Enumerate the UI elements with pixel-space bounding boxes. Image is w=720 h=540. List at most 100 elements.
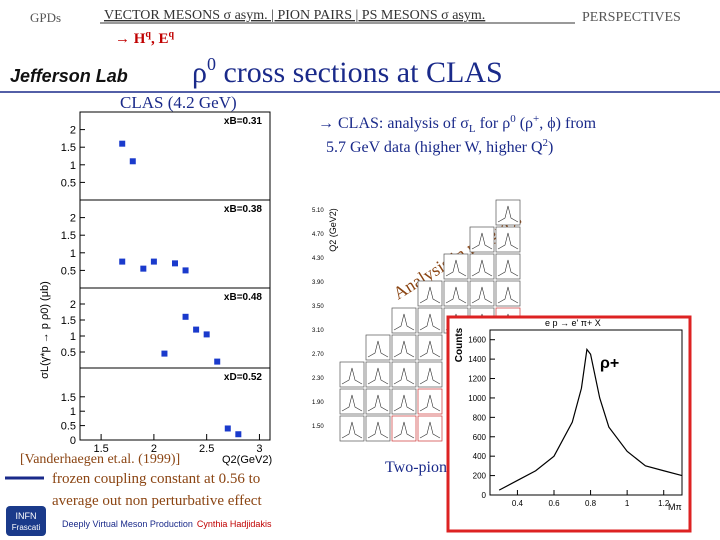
mini-histogram-trace [419,313,441,331]
note-line-2: average out non perturbative effect [52,493,262,509]
y-tick-label: 4.70 [312,232,324,238]
bullet-line-1: → CLAS: analysis of σL for ρ0 (ρ+, ϕ) fr… [318,113,597,135]
y-tick-label: 2 [70,299,76,311]
y-tick-label: 1.5 [61,315,76,327]
y-axis-label: σL(γ*p → p ρ0) (μb) [39,281,51,379]
mini-histogram-trace [393,313,415,331]
bullet-line-2: 5.7 GeV data (higher W, higher Q2) [326,137,553,156]
y-tick-label: 600 [473,433,487,442]
infn-logo-text: INFN [16,511,37,521]
y-tick-label: 0 [482,491,487,500]
y-tick-label: 5.10 [312,208,324,214]
seg: 5.7 GeV data (higher W, higher Q [326,139,543,156]
mini-histogram-trace [471,232,493,250]
sub: L [469,123,476,135]
mini-histogram-trace [471,286,493,304]
mini-histogram-trace [419,340,441,358]
sup: 0 [207,54,216,74]
panel-label: xB=0.48 [224,292,263,303]
y-tick-label: 1.90 [312,400,324,406]
mini-histogram-trace [419,421,441,439]
reference: [Vanderhaegen et.al. (1999)] [20,452,180,467]
inset-y-label: Counts [454,327,465,362]
data-point [161,350,168,357]
x-axis-label: Q2(GeV2) [222,454,272,466]
y-tick-label: 0.5 [61,177,76,189]
y-tick-label: 2.30 [312,376,324,382]
x-tick-label: 2 [151,443,157,455]
seg: , ϕ) from [539,115,596,132]
seg: → CLAS: analysis of σ [318,115,469,132]
y-tick-label: 1.5 [61,230,76,242]
left-plot: σL(γ*p → p ρ0) (μb) Q2(GeV2) xB=0.31 0.5 1… [39,111,272,466]
mini-histogram-trace [497,259,519,277]
left-heading: CLAS (4.2 GeV) [120,93,237,112]
mini-histogram-trace [419,286,441,304]
mini-histogram-trace [367,421,389,439]
x-tick-label: 1.5 [93,443,108,455]
y-axis-label: Q2 (GeV2) [328,208,338,252]
y-tick-label: 1.5 [61,392,76,404]
mini-histogram-trace [497,232,519,250]
infn-logo-text: Frascati [12,523,41,532]
data-point [140,265,147,272]
talk: Deeply Virtual Meson Production [62,519,193,529]
sup: 0 [510,113,516,125]
rho: ρ [192,56,207,89]
mass-spectrum [498,347,683,491]
x-tick-label: 1 [625,499,630,508]
h: H [134,31,146,47]
y-tick-label: 3.90 [312,280,324,286]
y-tick-label: 0 [70,435,76,447]
data-point [214,358,221,365]
data-point [172,260,178,267]
x-tick-label: 3 [256,443,262,455]
x-tick-label: 1.2 [658,499,670,508]
nav-right: PERSPECTIVES [582,10,681,25]
logo: Jefferson Lab [10,66,128,86]
data-point [129,158,136,165]
nav-left: GPDs [30,10,61,25]
sup: q [145,29,151,40]
y-tick-label: 1200 [468,375,486,384]
y-tick-label: 0.5 [61,265,76,277]
data-point [203,331,210,338]
note-line-1: frozen coupling constant at 0.56 to [52,471,260,487]
y-tick-label: 2 [70,125,76,137]
y-tick-label: 1.5 [61,142,76,154]
y-tick-label: 1600 [468,336,486,345]
sup: + [533,113,539,125]
mini-histogram-trace [393,394,415,412]
inset-x-label: Mπ [668,502,682,512]
data-point [224,425,231,432]
mini-histogram-trace [341,421,363,439]
author: Cynthia Hadjidakis [197,519,272,529]
mini-histogram-trace [341,367,363,385]
y-tick-label: 200 [473,472,487,481]
title-rest: cross sections at CLAS [216,56,503,89]
nav-center: VECTOR MESONS σ asym. | PION PAIRS | PS … [104,8,485,23]
data-point [119,140,126,147]
footer-talk: Deeply Virtual Meson Production Cynthia H… [62,519,272,529]
mini-histogram-trace [367,340,389,358]
data-point [182,313,189,320]
mini-histogram-trace [445,286,467,304]
mini-histogram-trace [445,259,467,277]
y-tick-label: 1400 [468,355,486,364]
sup: q [169,29,175,40]
mini-histogram-trace [341,394,363,412]
y-tick-label: 1 [70,406,76,418]
mini-histogram-trace [497,205,519,223]
inset-tag: ρ+ [600,355,619,372]
slide-title: ρ0 cross sections at CLAS [192,54,503,89]
panel-label: xB=0.38 [224,204,263,215]
x-tick-label: 2.5 [199,443,214,455]
mini-histogram-trace [367,394,389,412]
mini-histogram-trace [497,286,519,304]
caption: Two-pion [385,459,447,476]
data-point [119,258,126,265]
panel-label: xB=0.31 [224,116,263,127]
inset-axes [489,329,683,496]
seg: (ρ [516,115,533,132]
